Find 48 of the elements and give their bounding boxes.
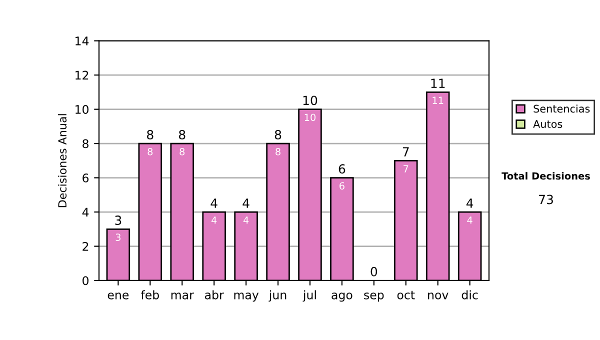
- x-tick-label: sep: [364, 292, 384, 302]
- total-label: 7: [402, 147, 409, 156]
- total-label: 6: [338, 164, 346, 174]
- total-label: 11: [431, 78, 445, 88]
- x-tick-label: may: [234, 292, 259, 302]
- total-label: 4: [466, 198, 474, 208]
- y-tick-label: 6: [82, 173, 89, 182]
- total-label: 8: [147, 130, 154, 140]
- data-label: 4: [467, 216, 472, 224]
- y-tick-label: 10: [76, 105, 88, 114]
- y-axis-title: Decisiones Anual: [58, 114, 67, 208]
- data-label: 11: [432, 96, 444, 104]
- y-tick-label: 12: [76, 70, 88, 80]
- data-label: 7: [404, 165, 408, 172]
- legend-label: Sentencias: [534, 104, 590, 113]
- total-label: 10: [303, 96, 318, 106]
- y-tick-label: 2: [82, 242, 88, 251]
- y-tick-label: 8: [82, 139, 88, 148]
- data-label: 10: [304, 114, 316, 122]
- x-tick-label: nov: [428, 292, 448, 300]
- x-tick-label: jun: [268, 290, 286, 302]
- data-label: 8: [276, 148, 280, 156]
- data-label: 6: [340, 182, 344, 190]
- total-label: 8: [178, 130, 186, 140]
- y-tick-label: 14: [76, 36, 89, 46]
- text: 73: [539, 194, 553, 204]
- x-tick-label: feb: [140, 290, 159, 300]
- x-tick-label: ago: [332, 292, 352, 302]
- text: Total Decisiones: [502, 172, 590, 180]
- x-tick-label: abr: [205, 290, 224, 300]
- total-label: 4: [242, 198, 250, 208]
- total-label: 0: [370, 266, 378, 276]
- x-tick-label: oct: [397, 290, 415, 300]
- x-tick-label: mar: [171, 292, 194, 300]
- y-tick-label: 0: [82, 276, 88, 286]
- data-label: 4: [243, 216, 249, 224]
- x-tick-label: ene: [108, 292, 129, 300]
- x-tick-label: dic: [462, 290, 478, 300]
- total-label: 3: [115, 216, 122, 225]
- total-label: 4: [210, 198, 218, 208]
- y-tick-label: 4: [82, 208, 89, 216]
- legend-label: Autos: [533, 120, 562, 128]
- total-label: 8: [274, 130, 282, 140]
- data-label: 8: [180, 148, 185, 156]
- data-label: 8: [148, 148, 153, 156]
- data-label: 4: [211, 216, 217, 224]
- x-tick-label: jul: [302, 290, 316, 302]
- data-label: 3: [116, 234, 120, 241]
